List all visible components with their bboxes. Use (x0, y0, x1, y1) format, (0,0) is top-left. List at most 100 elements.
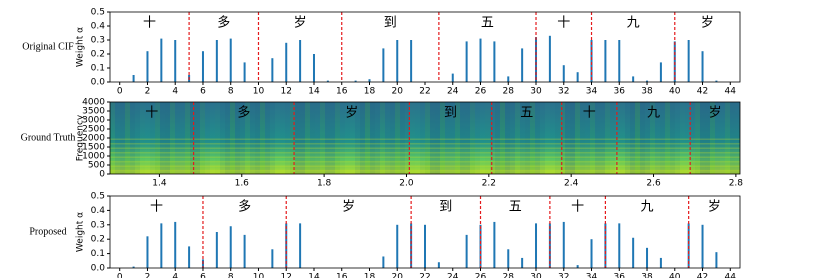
spectrogram-texture (210, 102, 215, 174)
spectrogram-texture (550, 102, 555, 174)
spectrogram-texture (185, 102, 190, 174)
x-tick-label: 28 (503, 87, 515, 97)
spectrogram-texture (170, 102, 175, 174)
spectrogram-texture (115, 102, 120, 174)
spectrogram-texture (270, 102, 275, 174)
spectrogram-texture (305, 102, 310, 174)
spectrogram-texture (610, 102, 615, 174)
bar (271, 249, 274, 268)
spectrogram-texture (455, 102, 460, 174)
bar (243, 62, 246, 82)
x-tick-label: 0 (117, 87, 123, 97)
x-tick-label: 36 (614, 273, 626, 278)
spectrogram-texture (600, 102, 605, 174)
spectrogram-texture (635, 102, 640, 174)
segment-char: 十 (571, 200, 584, 215)
bar (146, 236, 149, 268)
spectrogram-texture (515, 102, 520, 174)
bar (576, 265, 579, 268)
x-tick-label: 0 (117, 273, 123, 278)
spectrogram-texture (275, 102, 280, 174)
harmonic-band (110, 143, 740, 145)
spectrogram-texture (315, 102, 320, 174)
bar (618, 40, 621, 82)
x-tick-label: 42 (697, 87, 708, 97)
spectrogram-texture (430, 102, 435, 174)
spectrogram-texture (495, 102, 500, 174)
spectrogram-texture (160, 102, 165, 174)
spectrogram-texture (535, 102, 540, 174)
segment-char: 十 (143, 16, 156, 31)
segment-char: 五 (481, 16, 494, 31)
x-tick-label: 34 (586, 273, 598, 278)
x-tick-label: 30 (530, 273, 542, 278)
segment-char: 岁 (342, 200, 355, 215)
spectrogram-texture (385, 102, 390, 174)
spectrogram-texture (200, 102, 205, 174)
bar (535, 223, 538, 268)
segment-char: 多 (237, 105, 250, 121)
spectrogram-texture (155, 102, 160, 174)
spectrogram-texture (665, 102, 670, 174)
row-label: Original CIF (22, 41, 74, 52)
y-tick-label: 2000 (82, 134, 105, 144)
bar (326, 80, 329, 82)
spectrogram-texture (165, 102, 170, 174)
spectrogram-texture (365, 102, 370, 174)
bar (521, 257, 524, 268)
bar (299, 223, 302, 268)
segment-char: 九 (647, 106, 660, 121)
x-tick-label: 6 (200, 273, 206, 278)
spectrogram-texture (125, 102, 130, 174)
spectrogram-texture (685, 102, 690, 174)
row-label: Ground Truth (21, 132, 76, 143)
spectrogram-texture (235, 102, 240, 174)
spectrogram-texture (195, 102, 200, 174)
spectrogram-texture (215, 102, 220, 174)
spectrogram-texture (660, 102, 665, 174)
y-tick-label: 0.5 (91, 192, 105, 202)
spectrogram-texture (180, 102, 185, 174)
bar (132, 266, 135, 268)
x-tick-label: 2.0 (399, 179, 414, 189)
bar (215, 40, 218, 82)
x-tick-label: 2 (145, 273, 151, 278)
segment-char: 多 (217, 15, 230, 31)
spectrogram-texture (320, 102, 325, 174)
spectrogram-texture (715, 102, 720, 174)
spectrogram-texture (670, 102, 675, 174)
y-tick-label: 0.5 (91, 8, 105, 18)
spectrogram-texture (470, 102, 475, 174)
segment-char: 到 (384, 16, 397, 31)
bar (715, 80, 718, 82)
spectrogram-texture (250, 102, 255, 174)
bar (271, 58, 274, 82)
spectrogram-texture (410, 102, 415, 174)
bar (493, 41, 496, 82)
spectrogram-texture (355, 102, 360, 174)
y-tick-label: 3000 (82, 116, 105, 126)
spectrogram-texture (405, 102, 410, 174)
spectrogram-texture (140, 102, 145, 174)
segment-char: 九 (627, 16, 640, 31)
bar (548, 223, 551, 268)
bar (562, 65, 565, 82)
y-tick-label: 2500 (82, 125, 105, 135)
x-tick-label: 32 (558, 87, 569, 97)
y-tick-label: 0.0 (91, 264, 106, 274)
y-axis-label: Frequency (76, 114, 86, 161)
spectrogram-texture (445, 102, 450, 174)
spectrogram-texture (735, 102, 740, 174)
bar (646, 247, 649, 268)
segment-char: 岁 (345, 106, 358, 121)
bar (687, 223, 690, 268)
x-tick-label: 40 (669, 273, 681, 278)
spectrogram-texture (290, 102, 295, 174)
row-label: Proposed (29, 226, 66, 237)
bar (590, 239, 593, 268)
y-tick-label: 0.2 (91, 50, 105, 60)
y-tick-label: 0 (99, 170, 105, 180)
bar (215, 232, 218, 268)
spectrogram-texture (150, 102, 155, 174)
bar (188, 246, 191, 268)
